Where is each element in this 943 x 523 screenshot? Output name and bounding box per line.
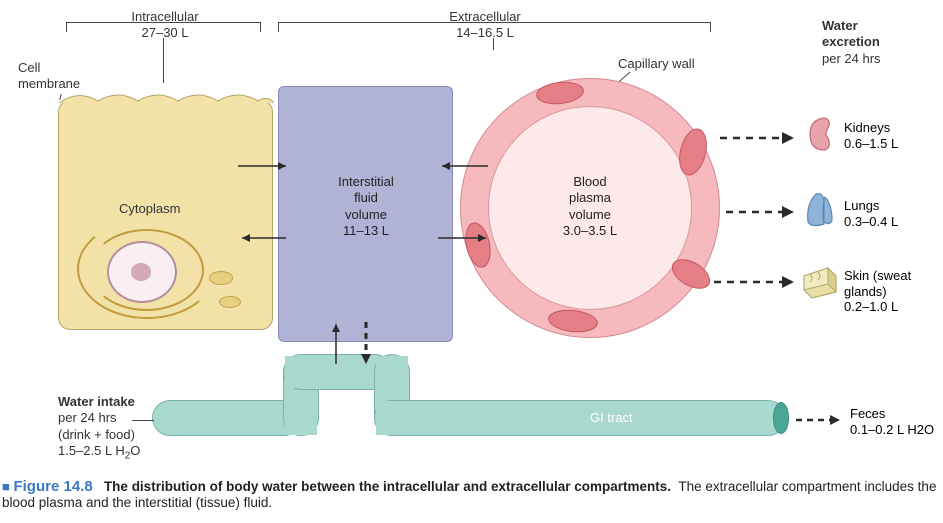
intake-tick: [132, 420, 154, 421]
skin-text: Skin (sweat glands)0.2–1.0 L: [844, 268, 943, 315]
kidney-icon: [802, 114, 836, 154]
arrow-int-to-gi-dashed: [356, 316, 376, 371]
organelle-2: [219, 296, 241, 308]
lungs-text: Lungs0.3–0.4 L: [844, 198, 898, 229]
intracellular-label: Intracellular 27–30 L: [110, 9, 220, 42]
diagram-canvas: Intracellular 27–30 L Extracellular 14–1…: [0, 0, 943, 523]
arrow-to-kidneys: [718, 128, 800, 148]
arrow-to-skin: [712, 272, 800, 292]
arrow-plasma-to-int: [430, 156, 500, 176]
gi-label: GI tract: [590, 410, 633, 426]
gi-right: [374, 400, 786, 436]
arrow-gi-to-int: [326, 316, 346, 371]
water-intake-block: Water intake per 24 hrs (drink + food) 1…: [58, 394, 188, 463]
arrow-int-to-plasma: [430, 228, 500, 248]
cell-membrane-wave: [58, 87, 275, 105]
feces-text: Feces 0.1–0.2 L H2O: [850, 406, 934, 437]
arrow-cell-to-int: [230, 156, 300, 176]
arrow-to-lungs: [724, 202, 800, 222]
interstitial-text: Interstitial fluid volume 11–13 L: [312, 174, 420, 239]
arrow-int-to-cell: [230, 228, 300, 248]
water-excretion-header: Water excretion per 24 hrs: [822, 18, 932, 67]
figure-caption: ■ Figure 14.8 The distribution of body w…: [2, 478, 940, 510]
extracellular-label: Extracellular 14–16.5 L: [420, 9, 550, 42]
er-2: [89, 229, 204, 311]
lung-icon: [802, 190, 838, 230]
arrow-to-feces: [794, 410, 846, 430]
skin-icon: [800, 262, 840, 300]
cell-compartment: Cytoplasm: [58, 100, 273, 330]
gi-end: [773, 402, 789, 434]
organelle-1: [209, 271, 233, 285]
kidneys-text: Kidneys0.6–1.5 L: [844, 120, 898, 151]
plasma-text: Blood plasma volume 3.0–3.5 L: [540, 174, 640, 239]
cytoplasm-label: Cytoplasm: [119, 201, 180, 217]
